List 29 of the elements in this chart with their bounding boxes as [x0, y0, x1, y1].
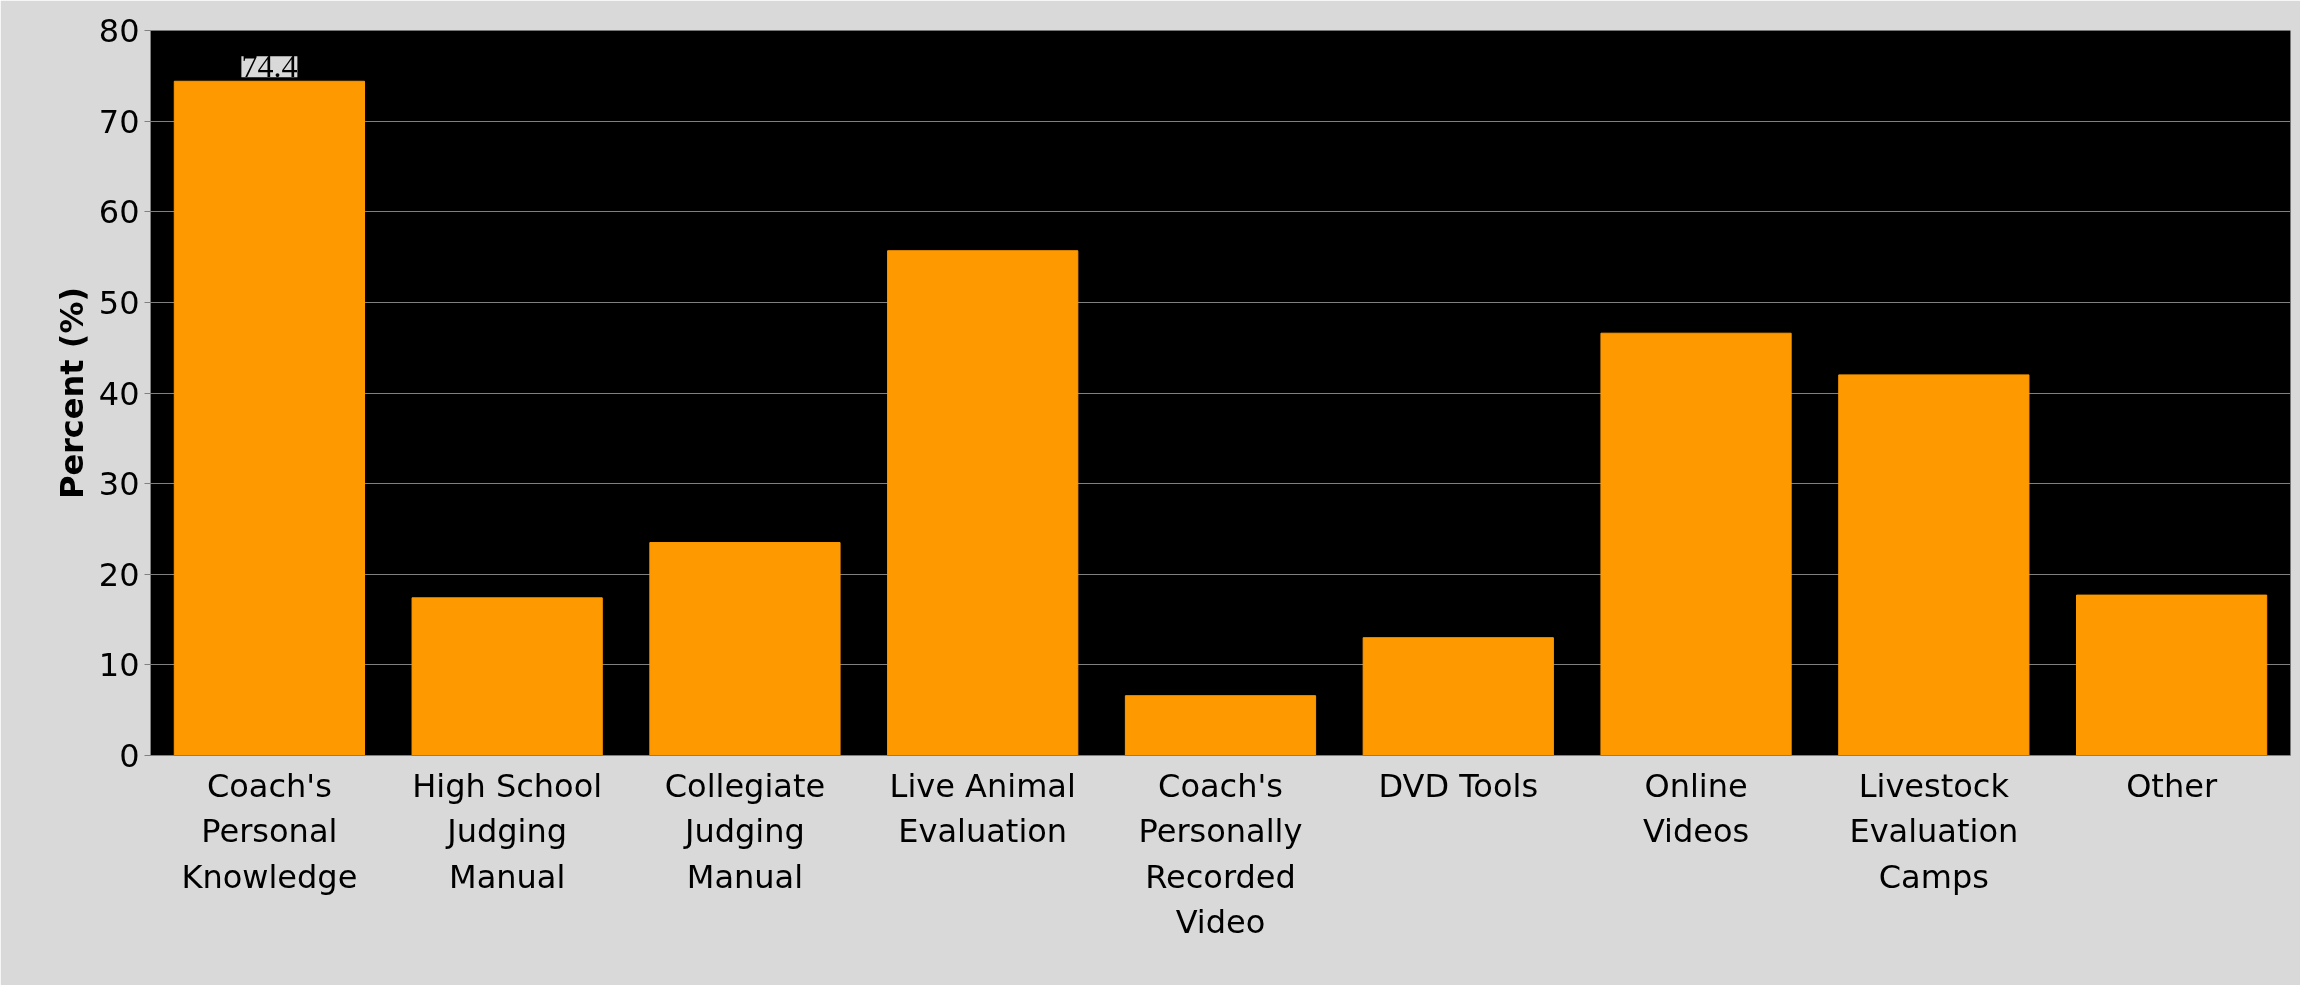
bar: [887, 250, 1079, 756]
x-tick-label: Coach's Personally Recorded Video: [1138, 766, 1303, 942]
y-tick-label: 10: [98, 646, 140, 685]
y-axis-title: Percent (%): [52, 286, 91, 500]
bar: [1838, 374, 2030, 756]
y-tick-label: 40: [98, 374, 140, 413]
data-label: 74.4: [241, 48, 298, 85]
y-tick-label: 70: [98, 102, 140, 141]
x-tick-label: Online Videos: [1642, 766, 1750, 851]
bar: [2076, 594, 2268, 756]
y-tick-label: 50: [98, 283, 140, 322]
x-tick-label: Other: [2126, 766, 2218, 805]
bar: [1600, 332, 1792, 756]
y-tick-label: 60: [98, 193, 140, 232]
y-tick-label: 80: [98, 12, 140, 50]
x-tick-label: High School Judging Manual: [412, 766, 603, 896]
x-tick-label: Livestock Evaluation Camps: [1849, 766, 2019, 896]
x-tick-label: Collegiate Judging Manual: [664, 766, 826, 896]
bar: [1124, 695, 1317, 756]
x-tick-label: Live Animal Evaluation: [889, 766, 1076, 851]
bar: [649, 542, 841, 756]
bar: [1362, 637, 1554, 756]
bar: [173, 80, 365, 756]
x-tick-label: DVD Tools: [1378, 766, 1539, 805]
y-tick-label: 0: [119, 737, 140, 775]
bar: [411, 597, 603, 756]
x-tick-label: Coach's Personal Knowledge: [181, 766, 358, 896]
y-tick-label: 20: [98, 555, 140, 594]
y-tick-label: 30: [98, 465, 140, 504]
